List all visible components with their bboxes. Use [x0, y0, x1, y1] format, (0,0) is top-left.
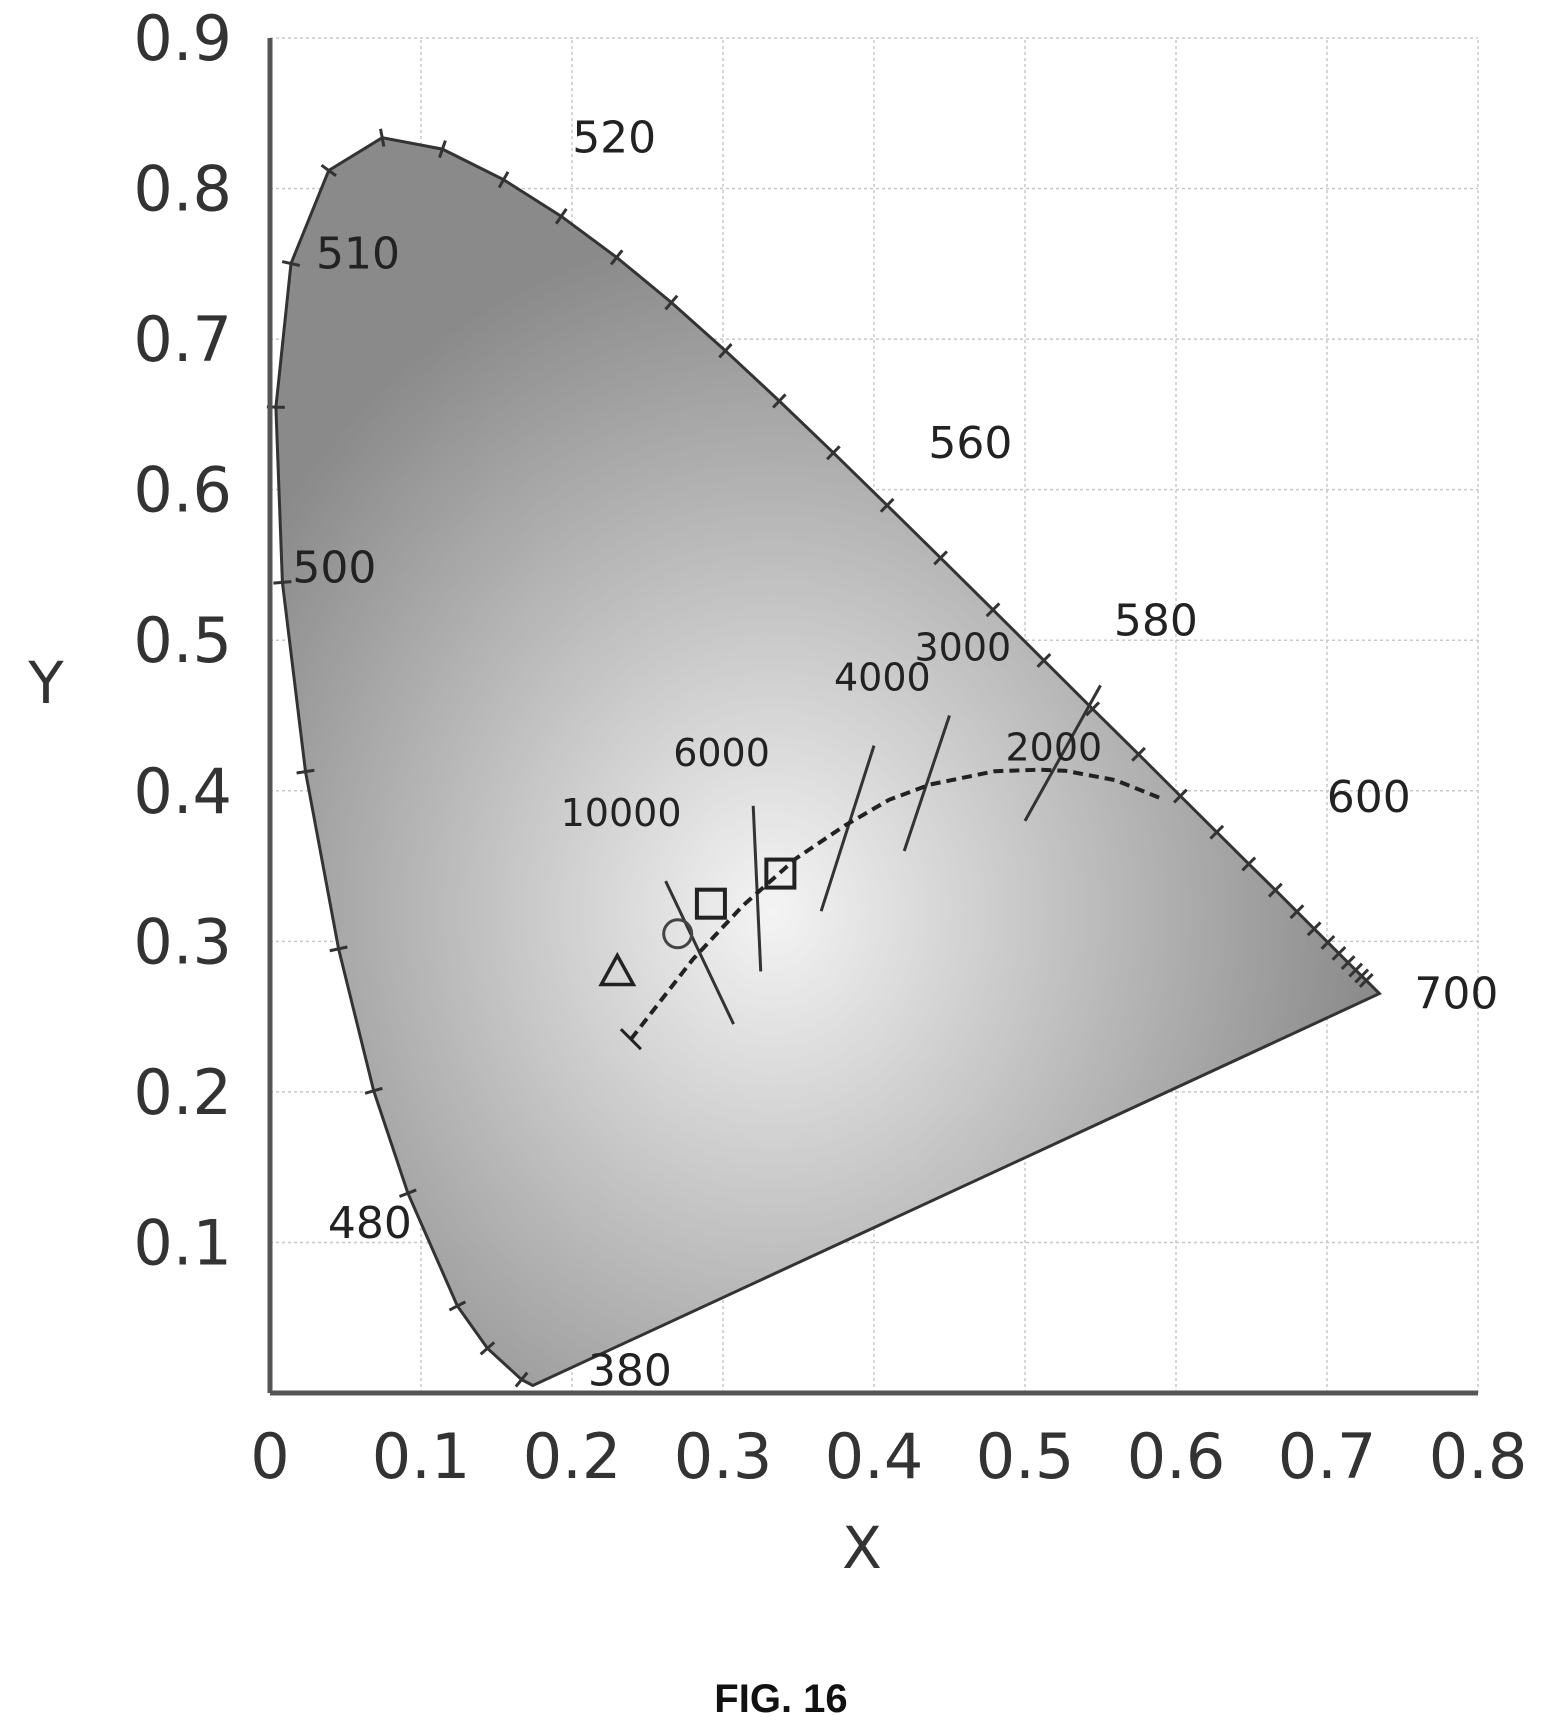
x-tick-label: 0.1: [372, 1420, 471, 1493]
x-axis-label: X: [842, 1514, 882, 1582]
wavelength-label: 500: [292, 542, 376, 593]
locus-tick: [497, 171, 510, 189]
x-tick-label: 0.2: [523, 1420, 622, 1493]
figure-caption: FIG. 16: [714, 1677, 847, 1721]
wavelength-label: 480: [328, 1198, 412, 1249]
locus-tick: [1209, 824, 1225, 840]
locus-tick: [281, 260, 301, 267]
locus-tick: [1036, 652, 1052, 668]
locus-tick: [1267, 882, 1283, 898]
locus-tick: [1331, 945, 1347, 961]
x-tick-label: 0: [250, 1420, 289, 1493]
planckian-locus: [629, 767, 1162, 1041]
wavelength-label: 700: [1414, 969, 1498, 1020]
spectral-locus-area: [274, 136, 1382, 1388]
isotemperature-line: [819, 745, 876, 912]
locus-tick: [1241, 856, 1257, 872]
wavelength-tick-marks: [266, 128, 1374, 1388]
y-axis-label: Y: [27, 649, 64, 717]
locus-tick: [379, 128, 386, 147]
y-tick-label: 0.2: [133, 1056, 232, 1129]
wavelength-label: 520: [572, 113, 656, 164]
isotemperature-line: [1023, 684, 1102, 822]
wavelength-label: 560: [928, 418, 1012, 469]
locus-tick: [1289, 904, 1305, 920]
x-tick-label: 0.6: [1127, 1420, 1226, 1493]
y-tick-label: 0.8: [133, 153, 232, 226]
y-tick-label: 0.5: [133, 604, 232, 677]
isotemperature-line: [664, 880, 735, 1025]
wavelength-label: 510: [316, 229, 400, 280]
locus-tick: [514, 1371, 529, 1388]
y-tick-label: 0.4: [133, 755, 232, 828]
cct-label: 6000: [673, 731, 770, 775]
locus-tick: [448, 1300, 467, 1312]
locus-tick: [273, 580, 292, 585]
locus-tick: [554, 207, 568, 225]
locus-tick: [826, 445, 841, 461]
square-marker: [764, 857, 797, 890]
locus-tick: [664, 294, 679, 311]
x-tick-label: 0.3: [674, 1420, 773, 1493]
x-tick-label: 0.4: [825, 1420, 924, 1493]
y-tick-label: 0.9: [133, 2, 232, 75]
locus-tick: [438, 140, 447, 159]
y-tick-label: 0.3: [133, 905, 232, 978]
cct-label: 2000: [1006, 725, 1103, 769]
wavelength-label: 600: [1327, 772, 1411, 823]
isotemperature-line: [902, 715, 951, 852]
locus-tick: [879, 497, 895, 513]
y-tick-label: 0.1: [133, 1206, 232, 1279]
planckian-locus-end-cap: [619, 1028, 642, 1051]
locus-tick: [985, 602, 1001, 618]
locus-tick: [364, 1086, 383, 1095]
locus-tick: [609, 249, 624, 266]
locus-tick: [1320, 934, 1336, 950]
x-tick-label: 0.8: [1429, 1420, 1528, 1493]
circle-marker: [662, 918, 694, 950]
wavelength-labels: 520 560 580 600 700 510 500 480 380: [292, 113, 1498, 1397]
square-marker: [694, 887, 727, 920]
data-markers: [598, 857, 797, 987]
isotemperature-line: [751, 805, 763, 972]
locus-tick: [296, 768, 315, 775]
cct-label: 4000: [834, 656, 931, 700]
wavelength-label: 580: [1114, 595, 1198, 646]
locus-tick: [329, 945, 348, 953]
locus-tick: [1358, 973, 1374, 988]
locus-tick: [1085, 701, 1101, 717]
y-tick-label: 0.7: [133, 303, 232, 376]
locus-tick: [320, 163, 337, 177]
locus-tick: [718, 343, 733, 359]
locus-tick: [1348, 962, 1364, 978]
locus-tick: [398, 1188, 417, 1198]
locus-tick: [479, 1341, 496, 1356]
cct-label: 3000: [915, 626, 1012, 670]
locus-tick: [772, 393, 787, 409]
y-tick-label: 0.6: [133, 454, 232, 527]
x-tick-label: 0.5: [976, 1420, 1075, 1493]
locus-tick: [1172, 788, 1188, 804]
locus-tick: [1306, 921, 1322, 937]
isotemperature-lines: [619, 684, 1102, 1051]
y-tick-labels: 0.1 0.2 0.3 0.4 0.5 0.6 0.7 0.8 0.9: [133, 2, 232, 1279]
locus-tick: [933, 550, 948, 566]
triangle-marker: [598, 951, 637, 987]
locus-tick: [1131, 746, 1146, 762]
locus-tick: [1340, 955, 1356, 970]
x-tick-labels: 0 0.1 0.2 0.3 0.4 0.5 0.6 0.7 0.8: [250, 1420, 1527, 1493]
x-tick-label: 0.7: [1278, 1420, 1377, 1493]
locus-tick: [1354, 968, 1370, 984]
wavelength-label: 380: [588, 1345, 672, 1396]
cct-label: 10000: [561, 791, 682, 835]
